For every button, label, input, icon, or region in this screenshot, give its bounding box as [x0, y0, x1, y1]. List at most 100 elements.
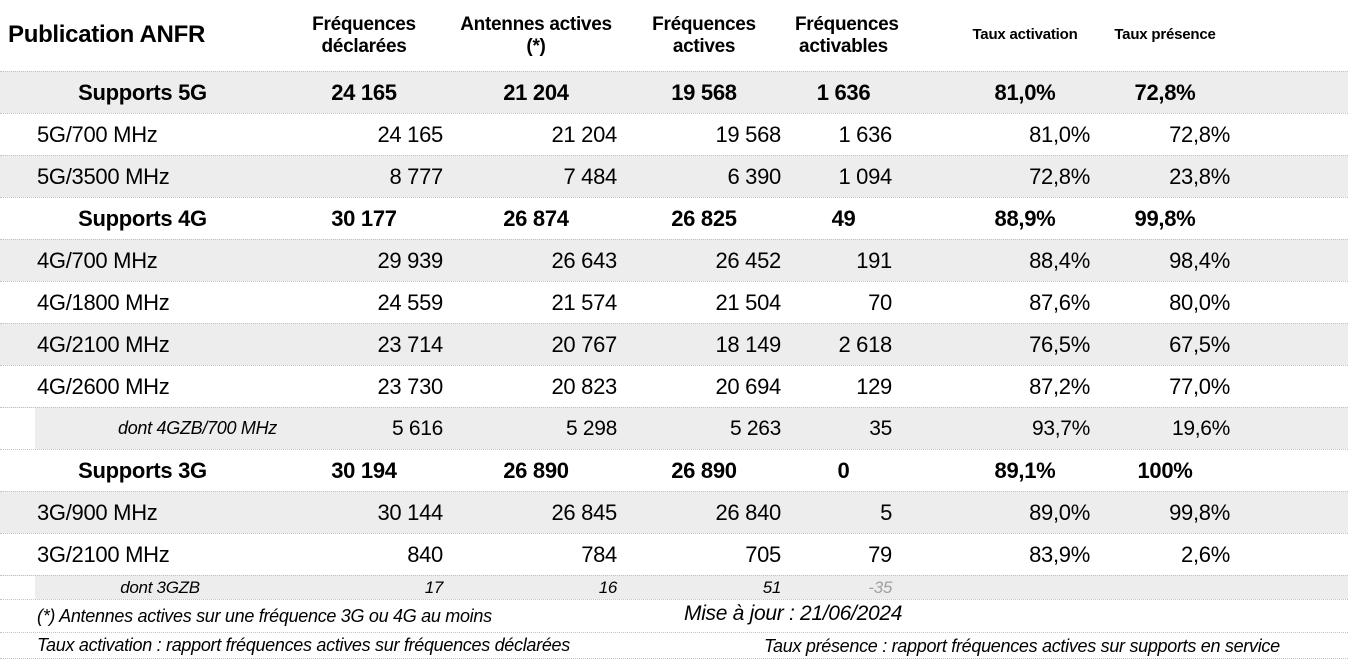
cell-frequences-actives: 26 890 [671, 457, 737, 483]
row-label: Supports 4G [78, 205, 207, 231]
cell-taux-presence: 67,5% [1169, 331, 1230, 357]
cell-frequences-declarees: 30 177 [331, 205, 397, 231]
table-header-row: Publication ANFR Fréquences déclarées An… [0, 0, 1348, 71]
col-header-frequences-declarees: Fréquences déclarées [312, 14, 416, 57]
row-label: 5G/700 MHz [37, 121, 158, 147]
col-header-taux-activation: Taux activation [972, 26, 1078, 44]
cell-antennes-actives: 5 298 [565, 416, 617, 440]
col-header-antennes-actives: Antennes actives (*) [460, 14, 612, 57]
cell-frequences-activables: 129 [856, 373, 892, 399]
table-body: Supports 5G 24 165 21 204 19 568 1 636 8… [0, 71, 1348, 599]
page-title: Publication ANFR [8, 21, 205, 49]
last-updated-date: Mise à jour : 21/06/2024 [684, 602, 903, 625]
cell-taux-presence: 23,8% [1169, 163, 1230, 189]
row-label: 3G/900 MHz [37, 499, 158, 525]
cell-frequences-declarees: 23 714 [377, 331, 444, 357]
cell-taux-presence: 19,6% [1171, 416, 1230, 440]
cell-frequences-actives: 19 568 [671, 79, 737, 105]
footnote-antennes-actives: (*) Antennes actives sur une fréquence 3… [37, 605, 492, 626]
col-header-frequences-activables: Fréquences activables [795, 14, 899, 57]
cell-antennes-actives: 784 [581, 541, 617, 567]
cell-frequences-activables: 1 094 [838, 163, 892, 189]
table-row: Supports 3G 30 194 26 890 26 890 0 89,1%… [0, 449, 1348, 491]
row-label: 4G/2600 MHz [37, 373, 170, 399]
cell-taux-activation: 81,0% [994, 79, 1056, 105]
cell-taux-activation: 88,4% [1029, 247, 1090, 273]
table-row: 5G/700 MHz 24 165 21 204 19 568 1 636 81… [0, 113, 1348, 155]
cell-taux-activation: 76,5% [1029, 331, 1090, 357]
cell-frequences-activables: 49 [831, 205, 856, 231]
cell-frequences-activables: -35 [868, 577, 892, 597]
cell-frequences-actives: 18 149 [715, 331, 782, 357]
cell-taux-presence: 98,4% [1169, 247, 1230, 273]
row-label: 4G/1800 MHz [37, 289, 170, 315]
cell-taux-presence: 99,8% [1134, 205, 1196, 231]
cell-frequences-activables: 35 [869, 416, 892, 440]
cell-antennes-actives: 21 204 [551, 121, 618, 147]
col-header-taux-presence: Taux présence [1114, 26, 1216, 44]
cell-frequences-declarees: 17 [424, 577, 444, 597]
table-row: 4G/2600 MHz 23 730 20 823 20 694 129 87,… [0, 365, 1348, 407]
cell-frequences-activables: 79 [868, 541, 892, 567]
cell-antennes-actives: 26 890 [503, 457, 569, 483]
cell-taux-activation: 87,2% [1029, 373, 1090, 399]
cell-frequences-actives: 21 504 [715, 289, 782, 315]
cell-taux-activation: 93,7% [1031, 416, 1090, 440]
row-label: dont 4GZB/700 MHz [118, 418, 277, 438]
cell-taux-presence: 2,6% [1181, 541, 1230, 567]
cell-taux-activation: 89,1% [994, 457, 1056, 483]
table-row: 3G/900 MHz 30 144 26 845 26 840 5 89,0% … [0, 491, 1348, 533]
col-header-frequences-actives: Fréquences actives [652, 14, 756, 57]
cell-frequences-actives: 6 390 [727, 163, 781, 189]
cell-taux-activation: 72,8% [1029, 163, 1090, 189]
cell-taux-activation: 88,9% [994, 205, 1056, 231]
cell-frequences-declarees: 8 777 [389, 163, 443, 189]
row-label: dont 3GZB [120, 577, 200, 597]
cell-frequences-declarees: 30 144 [377, 499, 444, 525]
cell-frequences-activables: 5 [880, 499, 892, 525]
cell-frequences-actives: 5 263 [729, 416, 781, 440]
cell-frequences-declarees: 5 616 [391, 416, 443, 440]
cell-frequences-declarees: 840 [407, 541, 443, 567]
cell-taux-activation: 83,9% [1029, 541, 1090, 567]
cell-antennes-actives: 7 484 [563, 163, 617, 189]
cell-antennes-actives: 20 823 [551, 373, 618, 399]
cell-taux-activation: 81,0% [1029, 121, 1090, 147]
cell-frequences-actives: 26 825 [671, 205, 737, 231]
row-label: 4G/2100 MHz [37, 331, 170, 357]
cell-frequences-activables: 2 618 [838, 331, 892, 357]
row-label: Supports 5G [78, 79, 207, 105]
cell-taux-activation: 89,0% [1029, 499, 1090, 525]
table-row: dont 4GZB/700 MHz 5 616 5 298 5 263 35 9… [0, 407, 1348, 449]
cell-frequences-activables: 1 636 [838, 121, 892, 147]
table-row: Supports 5G 24 165 21 204 19 568 1 636 8… [0, 71, 1348, 113]
cell-antennes-actives: 21 204 [503, 79, 569, 105]
table-row: dont 3GZB 17 16 51 -35 [0, 575, 1348, 599]
cell-frequences-actives: 26 840 [715, 499, 782, 525]
cell-taux-presence: 72,8% [1169, 121, 1230, 147]
cell-taux-presence: 80,0% [1169, 289, 1230, 315]
cell-taux-presence: 100% [1137, 457, 1193, 483]
cell-frequences-activables: 70 [868, 289, 892, 315]
table-row: 3G/2100 MHz 840 784 705 79 83,9% 2,6% [0, 533, 1348, 575]
cell-frequences-activables: 1 636 [816, 79, 871, 105]
cell-taux-presence: 99,8% [1169, 499, 1230, 525]
table-row: 4G/700 MHz 29 939 26 643 26 452 191 88,4… [0, 239, 1348, 281]
table-row: 4G/1800 MHz 24 559 21 574 21 504 70 87,6… [0, 281, 1348, 323]
cell-frequences-activables: 191 [856, 247, 892, 273]
cell-antennes-actives: 26 845 [551, 499, 618, 525]
cell-frequences-actives: 26 452 [715, 247, 782, 273]
cell-frequences-actives: 51 [762, 577, 782, 597]
row-label: 5G/3500 MHz [37, 163, 170, 189]
cell-frequences-declarees: 23 730 [377, 373, 444, 399]
cell-antennes-actives: 26 874 [503, 205, 569, 231]
cell-frequences-declarees: 30 194 [331, 457, 397, 483]
cell-frequences-declarees: 24 165 [377, 121, 444, 147]
table-row: Supports 4G 30 177 26 874 26 825 49 88,9… [0, 197, 1348, 239]
footer-row-2: Taux activation : rapport fréquences act… [0, 632, 1348, 659]
cell-frequences-actives: 705 [745, 541, 781, 567]
cell-antennes-actives: 21 574 [551, 289, 618, 315]
cell-frequences-activables: 0 [837, 457, 850, 483]
cell-frequences-actives: 20 694 [715, 373, 782, 399]
